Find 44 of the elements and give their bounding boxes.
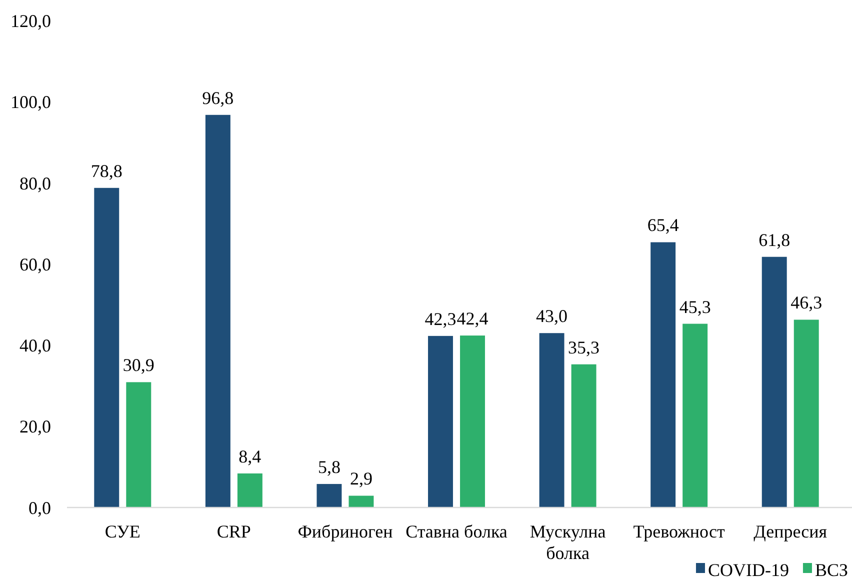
x-tick-label: Ставна болка — [406, 522, 508, 542]
data-label: 30,9 — [122, 355, 154, 376]
legend-label: COVID-19 — [708, 560, 789, 580]
data-label: 2,9 — [350, 468, 372, 489]
y-tick-label: 100,0 — [10, 92, 51, 112]
y-tick-label: 120,0 — [10, 11, 51, 32]
x-tick-label: Тревожност — [633, 522, 725, 542]
bar — [428, 336, 453, 508]
bar — [205, 114, 230, 508]
data-label: 78,8 — [90, 160, 122, 181]
bar — [348, 496, 374, 508]
data-label: 35,3 — [568, 337, 600, 358]
data-label: 45,3 — [679, 296, 711, 317]
x-tick-label: СУЕ — [104, 522, 140, 542]
bar — [237, 473, 262, 508]
y-tick-label: 0,0 — [28, 498, 51, 518]
data-label: 5,8 — [318, 456, 340, 477]
bar — [682, 324, 708, 508]
y-tick-label: 20,0 — [20, 416, 51, 437]
data-label: 96,8 — [202, 88, 234, 108]
bar — [762, 256, 787, 508]
legend-label: ВСЗ — [814, 560, 848, 580]
bar — [316, 484, 342, 508]
data-label: 8,4 — [238, 446, 262, 466]
data-label: 46,3 — [790, 292, 822, 313]
data-label: 61,8 — [758, 230, 790, 250]
bar — [539, 333, 564, 508]
y-tick-label: 40,0 — [20, 336, 51, 356]
y-tick-label: 80,0 — [20, 173, 51, 194]
x-tick-label: Депресия — [754, 522, 828, 542]
x-tick-label: Мускулна болка — [530, 522, 606, 564]
data-label: 43,0 — [536, 306, 568, 326]
y-tick-label: 60,0 — [20, 254, 51, 274]
bar — [571, 364, 596, 508]
bar — [460, 336, 485, 508]
data-label: 65,4 — [647, 215, 679, 236]
x-tick-label: CRP — [216, 522, 251, 542]
data-label: 42,4 — [456, 308, 488, 329]
bar — [650, 242, 676, 508]
bar — [794, 320, 819, 508]
bar — [126, 382, 152, 508]
bar — [94, 188, 120, 508]
x-tick-label: Фибриноген — [298, 522, 394, 542]
data-label: 42,3 — [424, 308, 456, 329]
